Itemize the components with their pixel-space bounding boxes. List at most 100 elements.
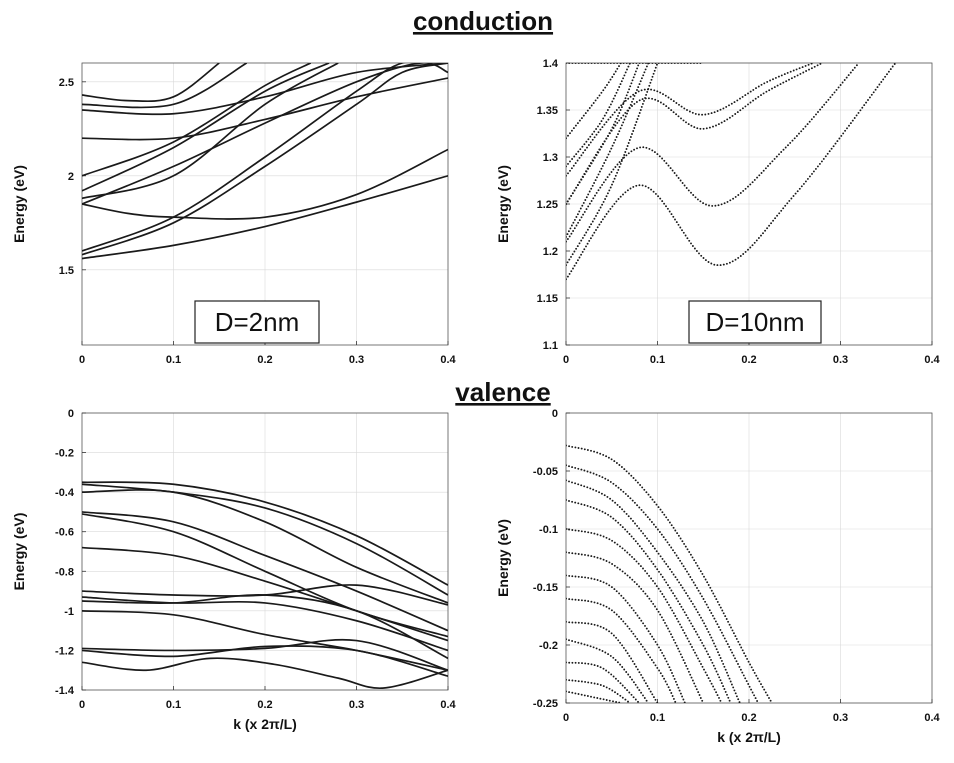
band-point xyxy=(663,202,666,205)
band-point xyxy=(695,250,698,252)
band-point xyxy=(698,613,701,616)
band-point xyxy=(670,692,673,694)
band-point xyxy=(632,537,635,540)
band-line xyxy=(82,148,448,220)
band-point xyxy=(813,65,816,68)
band-point xyxy=(690,124,693,127)
band-point xyxy=(611,563,614,565)
band-point xyxy=(701,113,704,116)
band-point xyxy=(735,637,738,640)
band-point xyxy=(678,581,681,584)
band-point xyxy=(566,638,567,641)
band-point xyxy=(785,80,788,83)
band-point xyxy=(605,582,608,585)
band-point xyxy=(644,185,647,188)
band-point xyxy=(851,119,854,122)
band-point xyxy=(870,93,873,96)
band-point xyxy=(634,522,636,525)
band-point xyxy=(841,81,844,84)
band-line xyxy=(82,489,448,604)
band-point xyxy=(566,203,567,205)
band-point xyxy=(732,654,735,657)
band-point xyxy=(674,615,677,617)
band-point xyxy=(821,106,824,109)
band-point xyxy=(599,452,602,455)
band-point xyxy=(593,696,596,699)
band-point xyxy=(622,157,624,159)
band-point xyxy=(710,636,713,639)
band-point xyxy=(618,464,621,466)
band-point xyxy=(584,662,587,665)
band-point xyxy=(723,637,726,640)
band-point xyxy=(669,669,672,672)
band-point xyxy=(724,615,727,618)
band-point xyxy=(755,87,757,90)
band-point xyxy=(776,214,779,217)
band-point xyxy=(699,570,702,573)
band-point xyxy=(658,531,661,533)
band-point xyxy=(621,570,624,573)
band-point xyxy=(633,663,636,665)
band-point xyxy=(583,234,586,237)
band-point xyxy=(677,223,680,226)
band-point xyxy=(668,210,671,213)
y-axis-label: Energy (eV) xyxy=(495,519,511,597)
band-point xyxy=(633,102,636,105)
band-point xyxy=(589,505,592,508)
band-point xyxy=(580,680,583,683)
band-point xyxy=(747,660,750,663)
band-point xyxy=(719,264,722,267)
band-point xyxy=(632,185,635,188)
y-tick-label: 1.35 xyxy=(537,105,558,117)
band-point xyxy=(739,192,742,194)
band-point xyxy=(583,694,586,697)
band-point xyxy=(605,699,608,701)
band-point xyxy=(738,701,741,703)
band-point xyxy=(647,630,650,633)
band-point xyxy=(594,99,597,102)
band-point xyxy=(614,691,616,694)
band-point xyxy=(624,599,627,602)
band-point xyxy=(792,69,795,72)
band-point xyxy=(671,169,674,172)
band-point xyxy=(665,660,668,663)
band-point xyxy=(716,673,719,676)
band-point xyxy=(802,127,805,130)
band-point xyxy=(619,663,622,666)
band-point xyxy=(597,63,599,64)
band-point xyxy=(694,651,696,654)
band-point xyxy=(663,560,666,563)
band-point xyxy=(639,109,642,111)
band-point xyxy=(596,602,599,605)
band-point xyxy=(861,106,864,109)
band-point xyxy=(629,95,632,98)
band-point xyxy=(677,177,680,179)
band-point xyxy=(698,660,701,663)
band-point xyxy=(880,81,883,83)
band-point xyxy=(583,173,586,176)
band-point xyxy=(566,661,567,664)
band-point xyxy=(702,644,705,647)
band-point xyxy=(598,474,601,477)
band-point xyxy=(648,574,651,577)
band-point xyxy=(770,222,773,225)
band-point xyxy=(653,151,656,154)
band-dots xyxy=(566,64,858,243)
x-tick-label: 0.1 xyxy=(650,354,665,366)
band-point xyxy=(708,204,710,207)
band-point xyxy=(638,640,641,643)
band-point xyxy=(626,68,628,71)
band-point xyxy=(836,140,839,143)
band-point xyxy=(645,63,647,64)
band-point xyxy=(798,187,801,190)
band-point xyxy=(572,221,575,224)
band-point xyxy=(612,700,614,703)
band-point xyxy=(599,557,602,560)
band-point xyxy=(668,586,671,589)
band-point xyxy=(602,200,605,203)
band-point xyxy=(891,65,894,68)
band-point xyxy=(695,688,698,691)
band-point xyxy=(691,578,693,581)
band-point xyxy=(878,83,881,86)
band-point xyxy=(670,63,673,64)
